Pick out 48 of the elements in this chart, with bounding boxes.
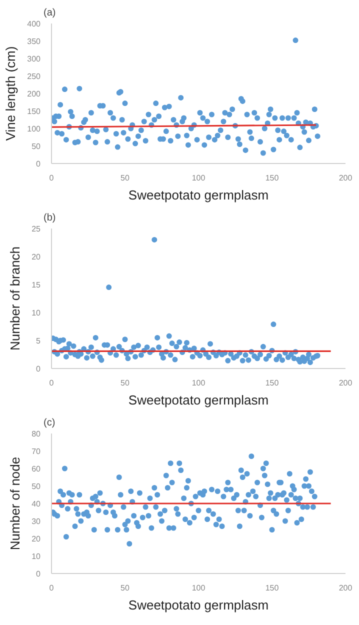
- y-tick-label: 0: [36, 160, 42, 168]
- x-tick-label: 50: [120, 174, 130, 182]
- x-tick-label: 0: [49, 174, 54, 182]
- x-axis-title: Sweetpotato germplasm: [128, 392, 269, 408]
- y-tick-label: 0: [36, 364, 42, 374]
- x-tick-label: 0: [49, 584, 54, 592]
- y-tick-label: 150: [27, 107, 42, 116]
- x-tick-label: 200: [338, 174, 353, 182]
- y-axis-title: Number of branch: [8, 246, 23, 351]
- y-tick-label: 25: [32, 224, 42, 234]
- x-tick-label: 150: [265, 378, 280, 388]
- y-tick-label: 200: [27, 90, 42, 98]
- y-tick-label: 350: [27, 37, 42, 46]
- y-tick-label: 40: [32, 500, 42, 508]
- x-tick-label: 100: [192, 584, 206, 592]
- y-tick-label: 300: [27, 54, 42, 64]
- y-tick-label: 10: [32, 552, 42, 561]
- chart-title: (c): [44, 418, 56, 428]
- x-tick-label: 150: [265, 174, 280, 182]
- y-tick-label: 250: [27, 72, 42, 81]
- y-axis-title: Number of node: [8, 456, 23, 550]
- y-tick-label: 50: [32, 482, 42, 491]
- y-tick-label: 30: [32, 517, 42, 526]
- y-tick-label: 15: [32, 280, 42, 290]
- y-tick-label: 10: [32, 308, 42, 318]
- y-tick-label: 100: [27, 124, 42, 134]
- y-tick-label: 50: [32, 142, 42, 151]
- y-tick-label: 5: [36, 336, 42, 346]
- x-tick-label: 200: [338, 378, 353, 388]
- y-tick-label: 400: [27, 20, 42, 28]
- x-axis-title: Sweetpotato germplasm: [128, 188, 269, 202]
- chart-title: (a): [44, 8, 56, 18]
- x-tick-label: 150: [265, 584, 280, 592]
- x-tick-label: 0: [49, 378, 54, 388]
- y-tick-label: 20: [32, 534, 42, 544]
- y-tick-label: 0: [36, 570, 42, 578]
- x-tick-label: 200: [338, 584, 353, 592]
- y-tick-label: 20: [32, 252, 42, 262]
- y-tick-label: 80: [32, 430, 42, 438]
- y-axis-title: Vine length (cm): [3, 46, 18, 141]
- x-axis-title: Sweetpotato germplasm: [128, 598, 269, 612]
- x-tick-label: 100: [192, 174, 206, 182]
- y-tick-label: 60: [32, 464, 42, 474]
- chart-title: (b): [44, 212, 56, 224]
- x-tick-label: 50: [120, 584, 130, 592]
- x-tick-label: 50: [120, 378, 130, 388]
- x-tick-label: 100: [192, 378, 206, 388]
- y-tick-label: 70: [32, 447, 42, 456]
